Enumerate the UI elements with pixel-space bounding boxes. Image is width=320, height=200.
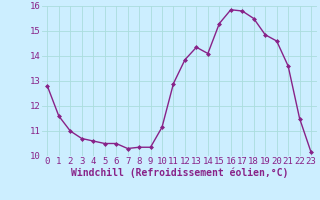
X-axis label: Windchill (Refroidissement éolien,°C): Windchill (Refroidissement éolien,°C) xyxy=(70,168,288,178)
